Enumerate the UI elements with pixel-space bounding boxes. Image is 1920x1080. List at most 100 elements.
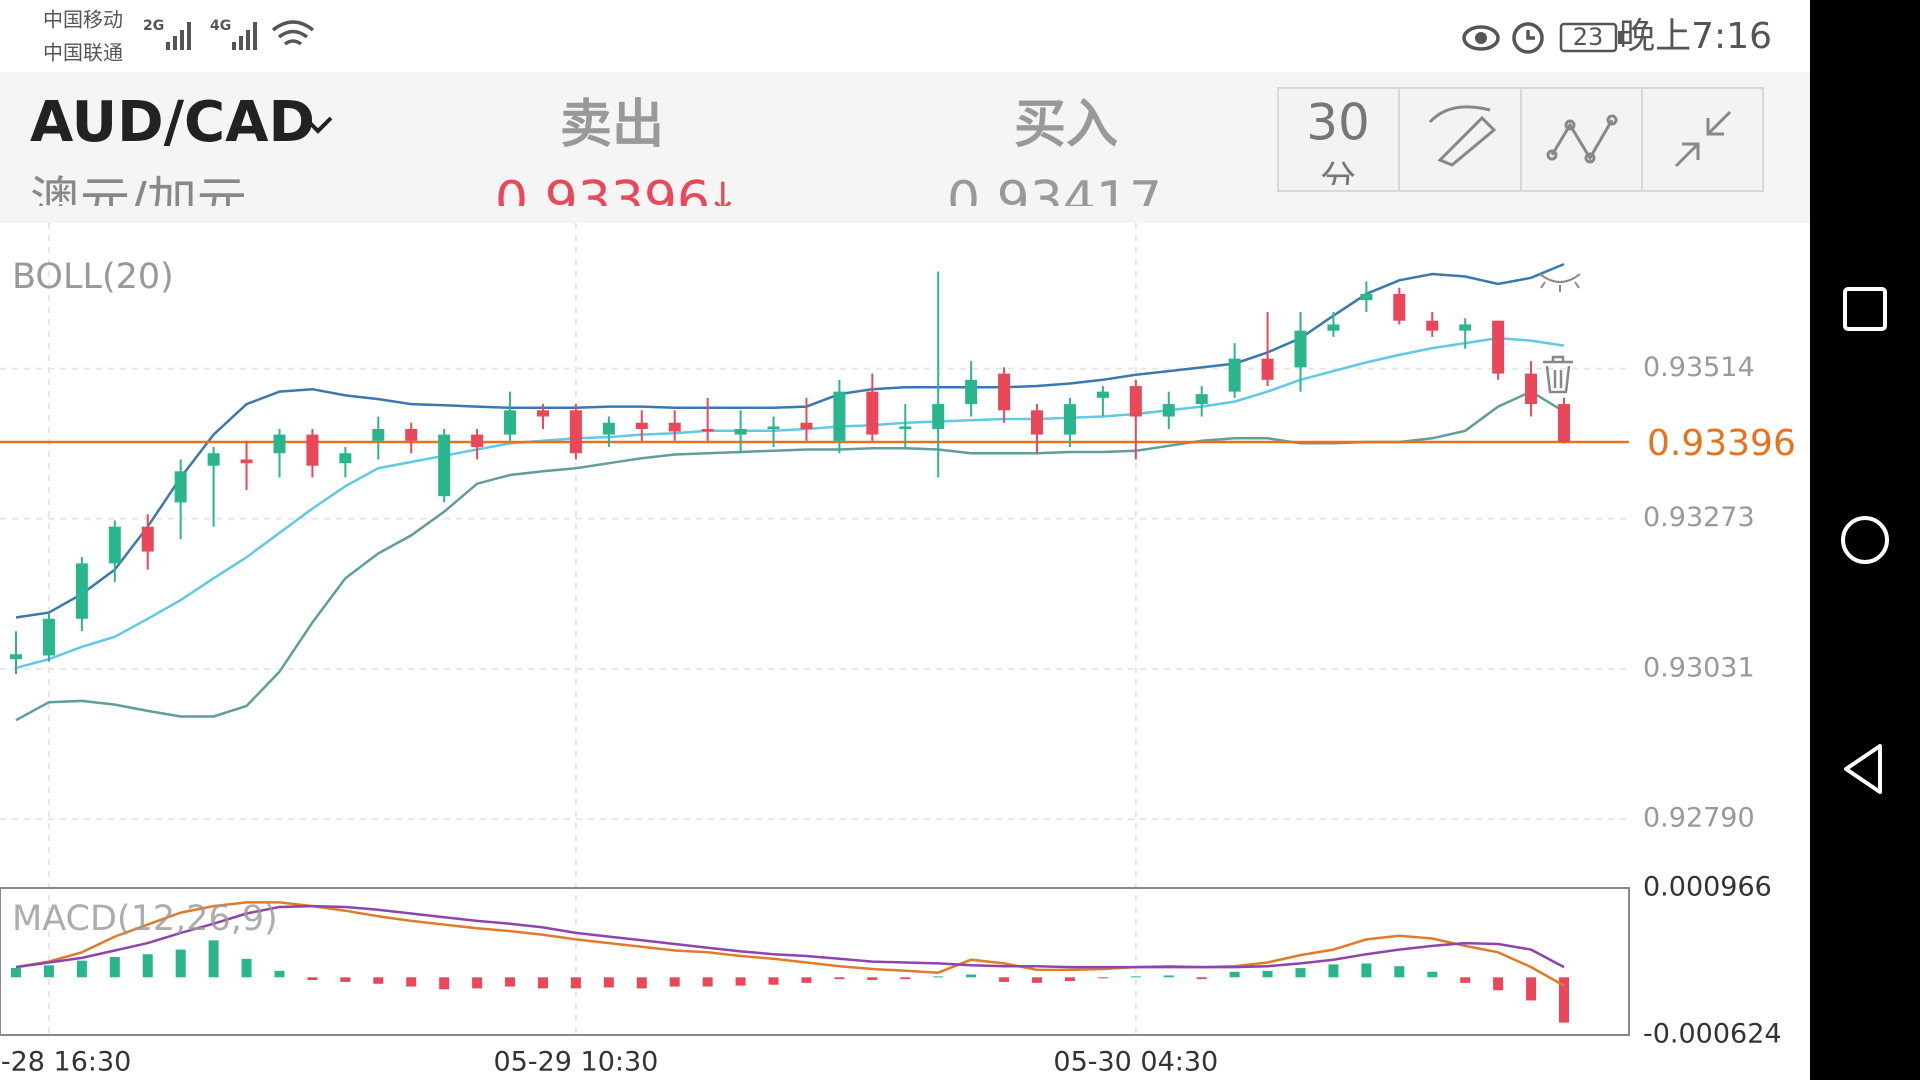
macd-line [15,901,1565,987]
macd-bar [142,954,153,978]
x-tick-label: 05-29 10:30 [493,1047,658,1078]
symbol[interactable]: AUD/CAD [30,90,315,155]
macd-bar [966,974,977,978]
x-tick-label: 05-28 16:30 [0,1047,131,1078]
buy-label[interactable]: 买入 [1014,95,1118,155]
candle-body [932,404,945,429]
dropdown-icon[interactable] [303,116,333,134]
candle-body [207,453,220,466]
macd-bar [900,977,911,980]
macd-bar [1526,977,1537,1001]
sell-label[interactable]: 卖出 [560,95,664,155]
macd-bar [472,977,483,989]
candle-body [1327,324,1340,331]
macd-bar [406,977,417,987]
candle-body [471,434,484,448]
candle-body [339,453,352,464]
macd-bar [11,968,21,978]
labels: 0.93514 0.93273 0.93031 0.92790 05-28 16:30 0… [0,352,1796,1077]
candle-body [800,422,813,429]
candle-body [1129,386,1142,417]
buy-price[interactable]: 0.93417 [947,171,1162,231]
macd-bar [1032,977,1043,983]
sell-arrow: ↓ [706,175,740,221]
y-tick-label: 0.93273 [1643,502,1755,533]
candle-body [1393,293,1406,321]
macd-bar [1229,971,1240,978]
candle-body [42,618,55,656]
macd-bar [505,977,516,987]
macd-bar [735,977,746,986]
sell-price[interactable]: 0.93396 [495,171,710,231]
status-bar: 中国移动 中国联通 2G 4G 23 晚上7:16 [43,8,1772,65]
indicator-button[interactable] [1546,114,1618,164]
macd-bar [636,977,647,989]
candle-body [536,410,549,417]
indicator-title: MACD(12,26,9) [12,899,278,939]
macd-bar [603,977,614,988]
grid [0,223,1629,1035]
interval-unit: 分 [1320,159,1356,200]
macd-bar [43,965,54,978]
candle-body [635,422,648,429]
home-button[interactable] [1841,516,1889,564]
y-tick-label: -0.000624 [1643,1019,1782,1050]
hide-icon[interactable] [1539,273,1581,292]
alarm-icon [1512,22,1544,54]
candle-body [1063,404,1076,435]
candle-body [141,526,154,552]
last-price-label: 0.93396 [1647,423,1796,464]
boll-line [15,336,1565,670]
candle-body [1228,358,1241,392]
macd-bar [933,976,944,978]
candle-body [1558,404,1570,443]
macd-bar [1328,964,1339,978]
y-tick-label: 0.93031 [1643,653,1755,684]
symbol-name: 澳元/加元 [30,172,247,230]
header: AUD/CAD 澳元/加元 卖出 0.93396 ↓ 买入 0.93417 [30,90,1162,231]
interval-button[interactable]: 30 [1306,94,1370,152]
macd-bar [1559,977,1569,1023]
candle-body [10,654,22,660]
network-type: 4G [210,18,231,34]
signal-icon [232,22,257,50]
macd-bar [208,940,219,978]
plot [0,262,1629,722]
candle-body [174,471,187,503]
candle-body [866,391,879,435]
recents-button[interactable] [1843,287,1887,331]
macd-bar [702,977,713,987]
candle-body [438,434,451,497]
macd-bar [1427,971,1438,978]
macd-bar [570,977,581,989]
macd-bar [307,977,318,981]
macd-bar [109,956,120,978]
back-button[interactable] [1844,744,1882,794]
candle-body [1459,324,1472,331]
collapse-button[interactable] [1674,110,1732,168]
macd-frame [0,887,1630,1036]
macd-bar [1460,977,1471,983]
candle-body [372,428,385,441]
macd-bar [340,977,351,982]
eye-icon [1462,25,1500,51]
candle-body [240,459,253,464]
macd-bar [373,977,384,984]
draw-tool-button[interactable] [1428,105,1497,167]
candle-body [1261,358,1274,380]
candle-body [701,428,714,432]
candle-body [1294,330,1307,368]
macd-bar [175,949,186,978]
macd-bar [1163,975,1174,978]
candle-body [965,379,978,405]
interval-unit-clip: 分 [1320,159,1356,200]
macd-bar [1130,976,1141,978]
macd-bar [1196,977,1207,980]
delete-icon[interactable] [1543,355,1573,394]
macd-line [15,904,1565,969]
candle-body [1031,410,1044,435]
candle-body [1162,404,1175,417]
clock: 晚上7:16 [1619,16,1772,57]
candle-body [734,428,747,435]
